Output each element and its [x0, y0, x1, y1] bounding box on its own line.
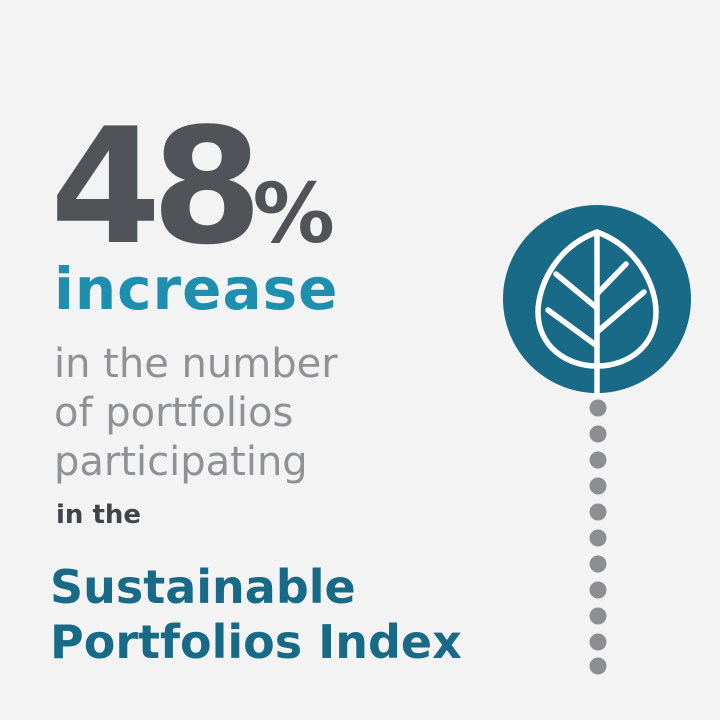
stat-value: 48 [50, 93, 263, 280]
index-title-line: Sustainable [50, 560, 356, 614]
stem-dot [589, 555, 607, 573]
index-title: Sustainable Portfolios Index [50, 560, 462, 670]
connector-text: in the [56, 500, 142, 530]
leaf-graphic [503, 205, 691, 675]
stem-dot [589, 607, 607, 625]
dotted-stem [589, 399, 607, 675]
stem-dot [589, 633, 607, 651]
stem-dot [589, 529, 607, 547]
description-line: in the number [54, 341, 338, 387]
stem-dot [589, 477, 607, 495]
index-title-line: Portfolios Index [50, 615, 462, 669]
stem-dot [589, 451, 607, 469]
leaf-icon [535, 229, 659, 398]
stem-dot [589, 425, 607, 443]
description: in the number of portfolios participatin… [54, 340, 338, 487]
stem-dot [589, 581, 607, 599]
stem-dot [589, 399, 607, 417]
description-line: participating [54, 439, 308, 485]
percent-sign: % [252, 167, 335, 262]
stem-dot [589, 657, 607, 675]
description-line: of portfolios [54, 390, 294, 436]
stat-word: increase [54, 255, 339, 323]
stat-number: 48% [50, 107, 335, 290]
stem-dot [589, 503, 607, 521]
